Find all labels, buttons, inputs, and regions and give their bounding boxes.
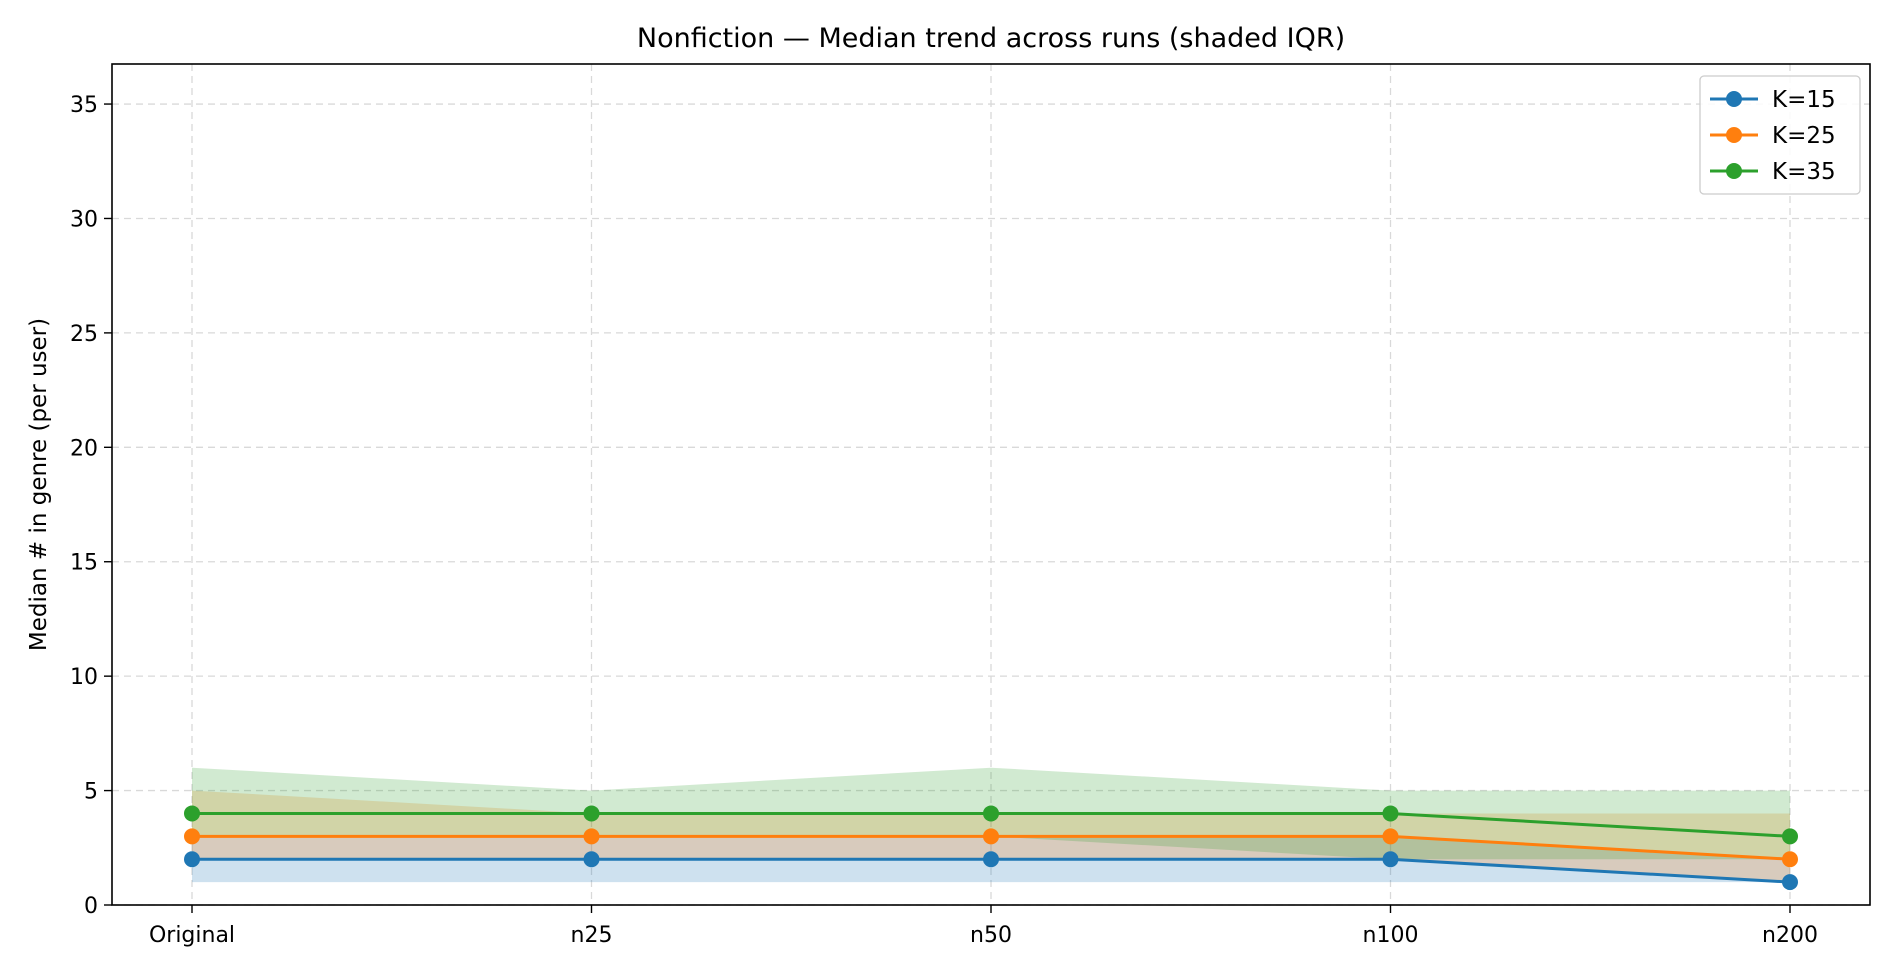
legend: K=15 K=25 K=35 [1699,75,1861,195]
y-tick-label: 10 [70,665,98,690]
median-point-series-3 [1782,828,1798,845]
median-point-series-1 [1782,874,1798,891]
legend-label: K=25 [1772,123,1836,149]
median-point-series-2 [983,828,999,845]
y-tick-label: 35 [70,93,98,118]
y-tick-label: 15 [70,551,98,576]
legend-marker [1726,127,1742,143]
legend-marker [1726,163,1742,179]
median-point-series-2 [583,828,600,845]
y-tick-label: 0 [84,894,98,919]
legend-label: K=15 [1772,87,1836,113]
series-point-layer [184,805,1798,891]
chart-title: Nonfiction — Median trend across runs (s… [637,23,1345,54]
y-tick-label: 20 [70,436,98,461]
legend-box [1699,75,1861,195]
y-tick-label: 30 [70,207,98,232]
x-tick-label: n200 [1762,923,1818,948]
y-tick-label: 5 [84,780,98,805]
median-point-series-1 [1382,851,1399,868]
legend-label: K=35 [1772,159,1836,185]
median-point-series-1 [983,851,999,868]
x-tick-label: Original [149,923,235,948]
median-point-series-3 [983,805,999,822]
median-point-series-1 [583,851,600,868]
median-point-series-3 [184,805,200,822]
median-point-series-2 [184,828,200,845]
median-point-series-2 [1382,828,1399,845]
y-tick-label: 25 [70,322,98,347]
median-point-series-2 [1782,851,1798,868]
median-point-series-3 [583,805,600,822]
x-tick-label: n50 [970,923,1012,948]
grid-layer [112,64,1870,906]
legend-marker [1726,91,1742,107]
median-point-series-1 [184,851,200,868]
tick-layer: 0 5 10 15 20 25 30 35 Original n25 n50 n100 n200 [70,93,1818,948]
x-tick-label: n25 [571,923,613,948]
median-point-series-3 [1382,805,1399,822]
y-axis-title: Median # in genre (per user) [26,318,52,651]
x-tick-label: n100 [1363,923,1419,948]
